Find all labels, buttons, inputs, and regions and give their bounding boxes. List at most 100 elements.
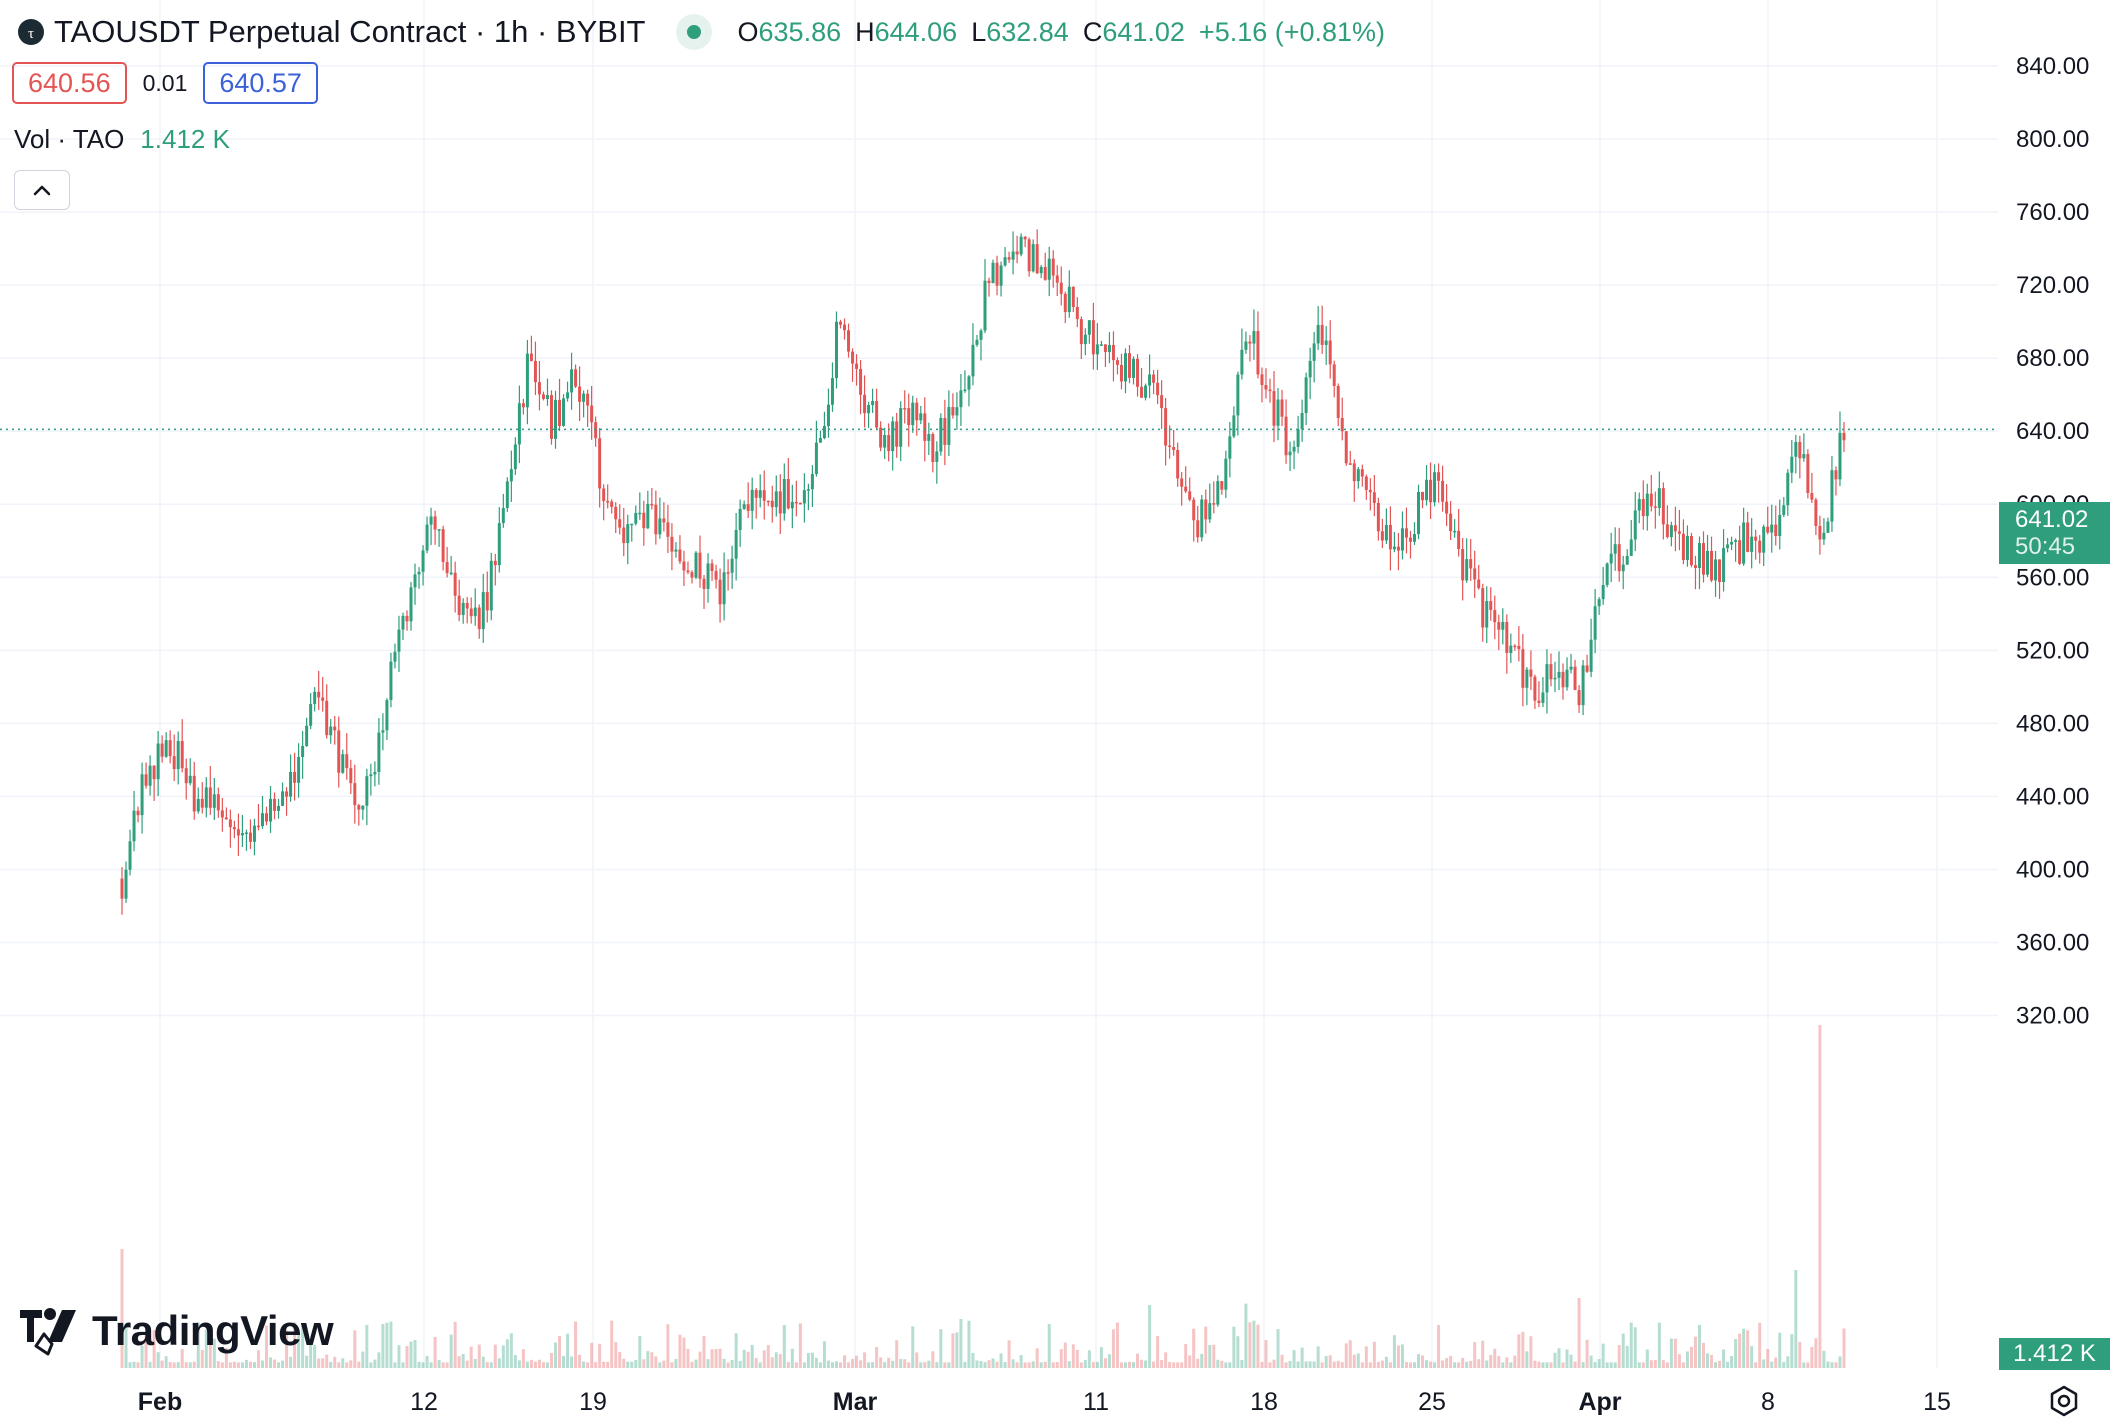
volume-bar [1481, 1340, 1485, 1368]
candle-body [533, 360, 537, 383]
candle-up [1047, 246, 1051, 297]
time-axis: Feb 12 19 Mar 11 18 25 Apr 8 15 [138, 1388, 1951, 1416]
candle-body [1826, 521, 1830, 533]
candle-down [529, 335, 533, 362]
candle-down [855, 354, 859, 386]
volume-bar [549, 1352, 553, 1368]
candle-body [1569, 666, 1573, 670]
volume-bar [481, 1356, 485, 1368]
candle-down [682, 550, 686, 586]
candle-up [1762, 524, 1766, 567]
candle-down [754, 487, 758, 519]
candle-body [1071, 286, 1075, 307]
candle-up [818, 430, 822, 443]
candle-body [1119, 364, 1123, 382]
candle-up [473, 588, 477, 626]
volume-bar [1252, 1320, 1256, 1368]
candle-body [1766, 526, 1770, 533]
candle-body [1248, 341, 1252, 344]
volume-bar [955, 1332, 959, 1368]
volume-bar [1087, 1350, 1091, 1368]
volume-bar [770, 1357, 774, 1368]
volume-bar [180, 1348, 184, 1368]
candle-body [437, 529, 441, 531]
candle-body [1328, 340, 1332, 365]
candle-up [369, 763, 373, 796]
volume-bar [1180, 1362, 1184, 1368]
volume-bar [1176, 1362, 1180, 1368]
volume-bar [1260, 1361, 1264, 1368]
buy-button[interactable]: 640.57 [203, 62, 318, 104]
candle-body [1272, 391, 1276, 426]
candle-body [650, 503, 654, 506]
candle-down [1396, 532, 1400, 571]
volume-bar [329, 1361, 333, 1368]
candle-body [1087, 320, 1091, 335]
candle-body [1316, 324, 1320, 344]
volume-bar [1236, 1336, 1240, 1368]
volume-bar [373, 1359, 377, 1368]
candle-body [521, 403, 525, 408]
candle-body [1268, 389, 1272, 392]
candle-down [1818, 515, 1822, 555]
candle-down [1806, 449, 1810, 499]
volume-bar [1417, 1354, 1421, 1368]
candle-up [1581, 660, 1585, 716]
volume-bar [1541, 1362, 1545, 1368]
volume-bar [879, 1357, 883, 1368]
volume-bar [188, 1362, 192, 1368]
candle-body [887, 435, 891, 452]
volume-bar [361, 1351, 365, 1368]
volume-bar [662, 1360, 666, 1368]
candle-body [1095, 344, 1099, 355]
candle-body [1136, 358, 1140, 387]
candle-body [1469, 559, 1473, 569]
candle-body [1517, 645, 1521, 650]
candle-body [939, 417, 943, 452]
candle-up [730, 545, 734, 589]
market-status-indicator[interactable] [675, 14, 712, 50]
tradingview-logo-icon [20, 1308, 76, 1356]
collapse-legend-button[interactable] [14, 170, 70, 210]
volume-bar [1011, 1359, 1015, 1368]
volume-bar [1168, 1361, 1172, 1368]
candle-down [1264, 368, 1268, 399]
volume-bar [1216, 1359, 1220, 1368]
candle-down [666, 504, 670, 554]
volume-bar [1023, 1362, 1027, 1368]
volume-bar [1469, 1360, 1473, 1368]
candle-body [1718, 559, 1722, 582]
symbol-title[interactable]: TAOUSDT Perpetual Contract · 1h · BYBIT [54, 14, 646, 49]
x-tick-label: 8 [1761, 1388, 1775, 1416]
volume-bar [999, 1353, 1003, 1368]
volume-bar [626, 1361, 630, 1368]
candle-body [1657, 488, 1661, 508]
candle-up [1039, 264, 1043, 279]
candle-body [1830, 470, 1834, 522]
candle-down [493, 553, 497, 586]
candle-body [1529, 669, 1533, 677]
volume-bar [517, 1360, 521, 1368]
volume-bar [558, 1335, 562, 1368]
candle-body [1172, 447, 1176, 450]
candle-body [357, 805, 361, 810]
volume-bar [1421, 1355, 1425, 1368]
sell-button[interactable]: 640.56 [12, 62, 127, 104]
candle-down [642, 500, 646, 546]
volume-bar [947, 1362, 951, 1368]
candle-up [1148, 354, 1152, 399]
chart-settings-button[interactable] [2047, 1384, 2081, 1418]
candle-body [309, 704, 313, 726]
volume-bar [1429, 1361, 1433, 1368]
candle-down [1710, 536, 1714, 583]
volume-legend[interactable]: Vol · TAO 1.412 K [14, 124, 230, 155]
volume-bar [1457, 1362, 1461, 1368]
candle-up [517, 385, 521, 464]
volume-bar [602, 1361, 606, 1368]
tradingview-logo[interactable]: TradingView [18, 1306, 334, 1356]
candle-body [1481, 588, 1485, 628]
volume-bar [1336, 1360, 1340, 1368]
volume-bar [1408, 1362, 1412, 1368]
candle-up [1750, 518, 1754, 569]
